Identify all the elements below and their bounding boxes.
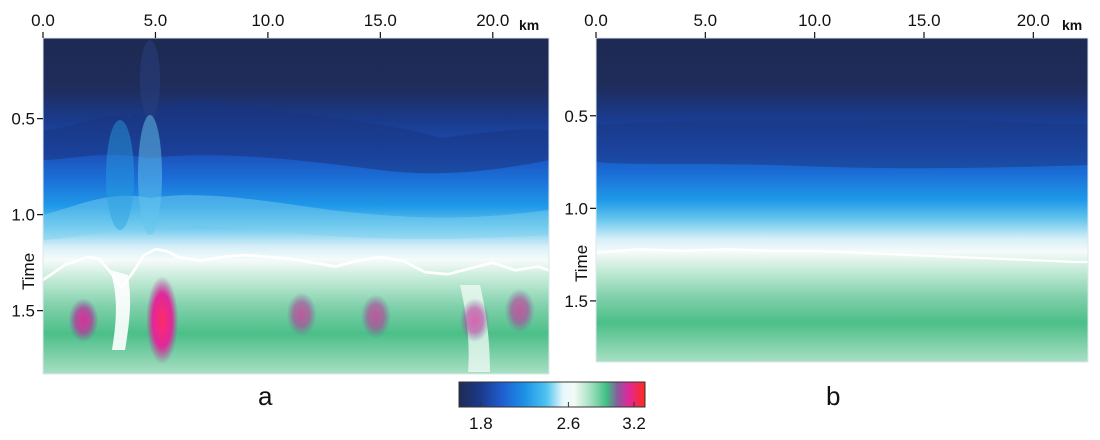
panel-b-field [596, 38, 1088, 362]
x-tick-label: 15.0 [907, 11, 940, 30]
y-tick-label: 1.5 [11, 302, 35, 321]
panel-a-axes: 0.0 5.0 10.0 15.0 20.0 0.5 1.0 1.5 [11, 11, 509, 321]
velocity-anomaly [146, 276, 179, 365]
colorbar-tick-label: 3.2 [622, 414, 646, 433]
velocity-anomaly [68, 298, 99, 343]
velocity-anomaly [286, 292, 317, 337]
panel-a-frame [42, 37, 550, 375]
colorbar-tick-label: 1.8 [469, 414, 493, 433]
velocity-anomaly [360, 294, 391, 339]
panel-a [43, 38, 549, 374]
x-tick-label: 20.0 [476, 11, 509, 30]
panel-b-dark-band [596, 119, 1088, 169]
panel-a-lobe [106, 120, 134, 230]
colorbar-tick-label: 2.6 [557, 414, 581, 433]
panel-a-lobe [140, 40, 160, 120]
panel-a-y-label: Time [19, 253, 38, 290]
x-tick-label: 0.0 [31, 11, 55, 30]
y-tick-label: 1.0 [564, 199, 588, 218]
x-tick-label: 0.0 [584, 11, 608, 30]
x-tick-label: 20.0 [1017, 11, 1050, 30]
panel-b-y-label: Time [572, 245, 591, 282]
velocity-anomaly [504, 288, 535, 333]
colorbar: 1.8 2.6 3.2 [458, 381, 646, 433]
panel-a-dark-band [43, 101, 549, 174]
panel-b-white-contour [596, 247, 1088, 264]
panel-a-x-unit: km [519, 17, 539, 33]
y-tick-label: 1.0 [11, 206, 35, 225]
x-tick-label: 15.0 [364, 11, 397, 30]
x-tick-label: 10.0 [798, 11, 831, 30]
y-tick-label: 1.5 [564, 292, 588, 311]
panel-a-white-zone [110, 270, 131, 350]
panel-a-lobe [138, 115, 162, 235]
panel-a-label: a [258, 381, 273, 411]
x-tick-label: 5.0 [144, 11, 168, 30]
y-tick-label: 0.5 [11, 110, 35, 129]
velocity-anomaly [459, 298, 490, 343]
x-tick-label: 10.0 [251, 11, 284, 30]
panel-b-frame [595, 37, 1089, 363]
y-tick-label: 0.5 [564, 107, 588, 126]
x-tick-label: 5.0 [694, 11, 718, 30]
panel-a-light-band [43, 195, 549, 240]
panel-b-label: b [826, 381, 840, 411]
panel-b [596, 38, 1088, 362]
panel-b-x-unit: km [1062, 17, 1082, 33]
colorbar-bar [458, 381, 646, 408]
panel-b-axes: 0.0 5.0 10.0 15.0 20.0 0.5 1.0 1.5 [564, 11, 1050, 311]
panel-a-white-contour [43, 247, 549, 290]
